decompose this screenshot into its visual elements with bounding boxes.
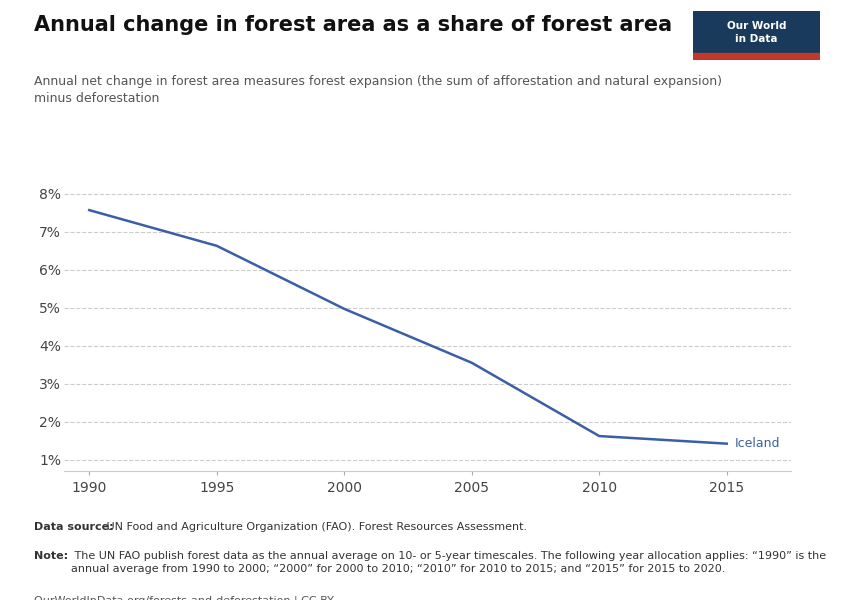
- Text: The UN FAO publish forest data as the annual average on 10- or 5-year timescales: The UN FAO publish forest data as the an…: [71, 551, 825, 574]
- Text: Note:: Note:: [34, 551, 68, 561]
- Text: OurWorldInData.org/forests-and-deforestation | CC BY: OurWorldInData.org/forests-and-deforesta…: [34, 596, 334, 600]
- Text: Annual net change in forest area measures forest expansion (the sum of afforesta: Annual net change in forest area measure…: [34, 75, 722, 105]
- Text: Iceland: Iceland: [734, 437, 780, 450]
- Text: Our World: Our World: [727, 20, 786, 31]
- Text: in Data: in Data: [735, 34, 778, 44]
- Bar: [693, 53, 820, 60]
- Text: Data source:: Data source:: [34, 522, 114, 532]
- Text: UN Food and Agriculture Organization (FAO). Forest Resources Assessment.: UN Food and Agriculture Organization (FA…: [103, 522, 527, 532]
- Text: Annual change in forest area as a share of forest area: Annual change in forest area as a share …: [34, 15, 672, 35]
